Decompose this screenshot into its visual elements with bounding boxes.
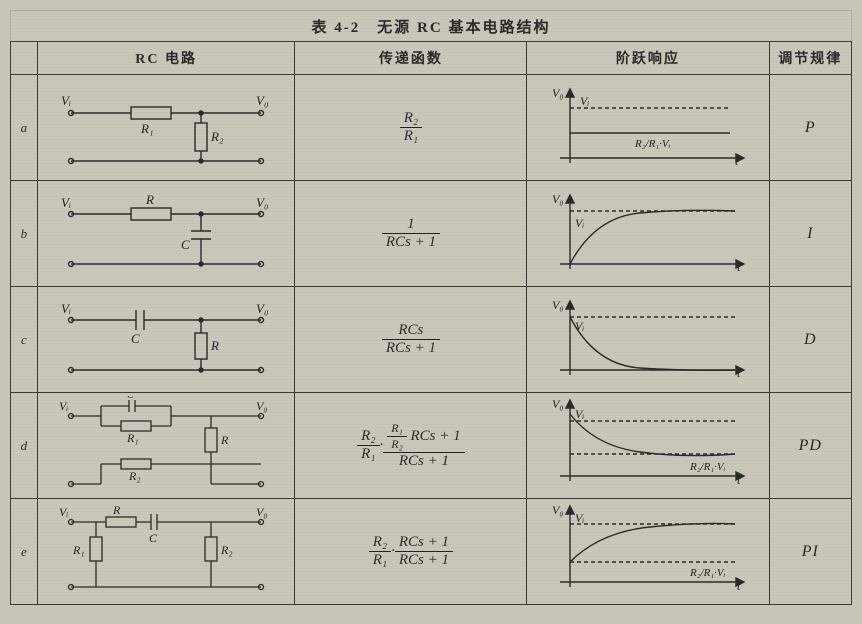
table-row: d: [11, 393, 852, 499]
law-e: PI: [769, 499, 851, 605]
svg-text:Vᵢ: Vᵢ: [575, 407, 584, 421]
svg-text:R: R: [220, 433, 229, 447]
svg-text:V₀: V₀: [552, 397, 564, 411]
svg-text:Vᵢ: Vᵢ: [59, 505, 68, 519]
tf-c: RCsRCs + 1: [295, 287, 526, 392]
svg-text:Vᵢ: Vᵢ: [61, 195, 71, 210]
circuit-e: Vᵢ V₀ R C R₁ R₂: [38, 499, 295, 604]
row-label: e: [11, 499, 38, 605]
step-b: V₀ Vᵢ t: [527, 181, 768, 286]
svg-text:R₂: R₂: [210, 129, 224, 144]
tf-d: R₂R₁ · R₁R₂ RCs + 1 RCs + 1: [295, 393, 526, 498]
law-a: P: [769, 75, 851, 181]
tf-a: R₂R₁: [295, 75, 526, 180]
svg-text:V₀: V₀: [552, 298, 564, 312]
svg-text:C: C: [131, 331, 140, 346]
svg-text:R: R: [112, 503, 121, 517]
circuit-b: Vᵢ V₀ R C: [38, 181, 295, 286]
svg-text:R₂/R₁·Vᵢ: R₂/R₁·Vᵢ: [689, 461, 726, 473]
tf-b: 1RCs + 1: [295, 181, 526, 286]
svg-text:V₀: V₀: [256, 195, 268, 210]
svg-text:R₂/R₁·Vᵢ: R₂/R₁·Vᵢ: [689, 567, 726, 579]
svg-text:V₀: V₀: [552, 86, 564, 100]
row-label: b: [11, 181, 38, 287]
table-row: e Vᵢ: [11, 499, 852, 605]
svg-text:R₂/R₁·Vᵢ: R₂/R₁·Vᵢ: [634, 138, 671, 150]
svg-text:V₀: V₀: [256, 505, 268, 519]
table-title: 表 4-2 无源 RC 基本电路结构: [10, 10, 852, 41]
table-row: c: [11, 287, 852, 393]
circuit-d: Vᵢ V₀ R₁ C R R₂: [38, 393, 295, 498]
svg-text:C: C: [181, 237, 190, 252]
svg-text:Vᵢ: Vᵢ: [61, 93, 71, 108]
svg-text:V₀: V₀: [256, 399, 268, 413]
circuit-table: RC 电路 传递函数 阶跃响应 调节规律 a: [10, 41, 852, 605]
svg-text:R: R: [145, 192, 154, 207]
step-d: V₀ Vᵢ R₂/R₁·Vᵢ t: [527, 393, 768, 498]
law-c: D: [769, 287, 851, 393]
svg-text:V₀: V₀: [552, 192, 564, 206]
svg-text:R₁: R₁: [72, 543, 85, 557]
svg-text:V₀: V₀: [256, 93, 268, 108]
law-b: I: [769, 181, 851, 287]
table-row: a: [11, 75, 852, 181]
hdr-circuit: RC 电路: [37, 42, 295, 75]
svg-text:R₂: R₂: [128, 469, 141, 483]
hdr-law: 调节规律: [769, 42, 851, 75]
svg-text:R₂: R₂: [220, 543, 233, 557]
svg-text:R₁: R₁: [140, 121, 153, 136]
hdr-step: 阶跃响应: [527, 42, 769, 75]
page: 表 4-2 无源 RC 基本电路结构 RC 电路 传递函数 阶跃响应 调节规律 …: [10, 10, 852, 605]
step-e: V₀ Vᵢ R₂/R₁·Vᵢ t: [527, 499, 768, 604]
svg-text:Vᵢ: Vᵢ: [580, 94, 589, 108]
svg-text:R: R: [210, 338, 219, 353]
row-label: c: [11, 287, 38, 393]
svg-text:Vᵢ: Vᵢ: [575, 216, 584, 230]
tf-e: R₂R₁ · RCs + 1RCs + 1: [295, 499, 526, 604]
svg-text:Vᵢ: Vᵢ: [575, 319, 584, 333]
step-a: V₀ t Vᵢ R₂/R₁·Vᵢ: [527, 75, 768, 180]
header-row: RC 电路 传递函数 阶跃响应 调节规律: [11, 42, 852, 75]
step-c: V₀ Vᵢ t: [527, 287, 768, 392]
svg-text:C: C: [127, 396, 134, 401]
row-label: a: [11, 75, 38, 181]
svg-text:Vᵢ: Vᵢ: [59, 399, 68, 413]
law-d: PD: [769, 393, 851, 499]
circuit-c: Vᵢ V₀ C R: [38, 287, 295, 392]
svg-text:V₀: V₀: [256, 301, 268, 316]
table-row: b Vᵢ: [11, 181, 852, 287]
row-label: d: [11, 393, 38, 499]
svg-text:V₀: V₀: [552, 503, 564, 517]
svg-text:R₁: R₁: [126, 431, 139, 445]
hdr-blank: [11, 42, 38, 75]
svg-text:Vᵢ: Vᵢ: [575, 511, 584, 525]
svg-text:C: C: [149, 531, 158, 545]
circuit-a: Vᵢ V₀ R₁ R₂: [38, 75, 295, 180]
svg-text:Vᵢ: Vᵢ: [61, 301, 71, 316]
hdr-transfer: 传递函数: [295, 42, 527, 75]
